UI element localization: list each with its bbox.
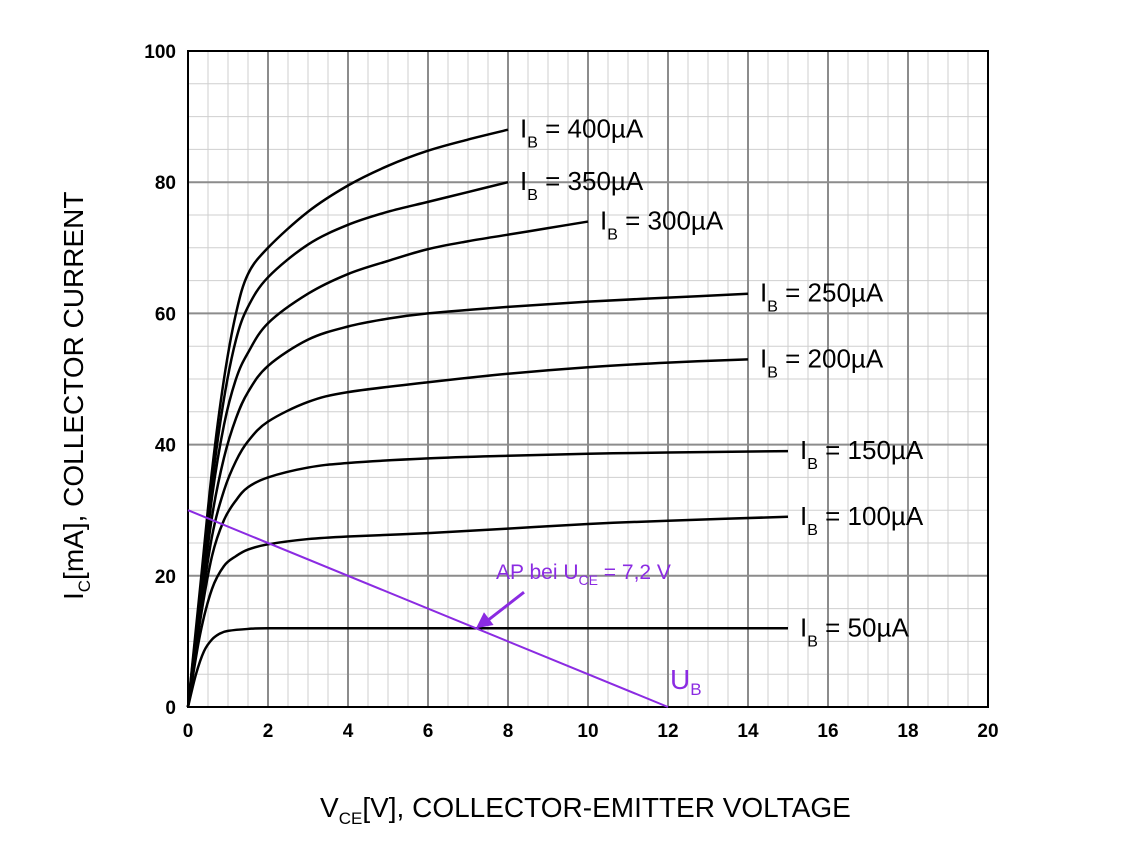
series-label: IB = 100µA [800,501,924,539]
annotation-arrow-head [476,612,494,629]
curves [186,128,789,708]
x-tick-label: 8 [503,721,514,742]
x-tick-label: 4 [343,721,354,742]
series-line [186,220,589,708]
annotation-text: AP bei UCE = 7,2 V [496,561,671,588]
grid [187,50,989,708]
series-label: IB = 200µA [760,343,884,381]
x-tick-label: 16 [817,721,838,742]
series-label: IB = 300µA [600,206,724,244]
x-tick-label: 6 [423,721,434,742]
series-line [186,449,789,708]
series-line [186,626,788,708]
load-line [187,509,669,708]
y-tick-label: 40 [155,436,176,457]
x-tick-label: 14 [737,721,759,742]
x-tick-label: 10 [577,721,598,742]
x-tick-label: 18 [897,721,918,742]
series-line [186,358,749,708]
y-tick-label: 100 [144,42,176,63]
y-tick-label: 80 [155,173,176,194]
x-axis-title: VCE[V], COLLECTOR-EMITTER VOLTAGE [320,792,851,828]
x-tick-label: 0 [183,721,194,742]
y-tick-label: 60 [155,304,176,325]
series-label: IB = 50µA [800,612,909,650]
y-tick-label: 0 [165,698,176,719]
plot-frame [187,50,989,708]
series-label: IB = 400µA [520,114,644,152]
series-label: IB = 150µA [800,435,924,473]
y-axis-title: IC[mA], COLLECTOR CURRENT [58,192,94,600]
series-line [186,292,749,708]
series-label: IB = 250µA [760,278,884,316]
load-line-group: UB AP bei UCE = 7,2 V [187,509,702,708]
y-tick-label: 20 [155,567,176,588]
series-line [186,515,789,708]
annotation-arrow-shaft [483,591,525,625]
load-line-label: UB [670,664,702,699]
x-tick-label: 20 [977,721,998,742]
ticks: 0 2 4 6 8 10 12 14 16 18 20 0 20 40 60 80 100 [144,42,998,742]
x-tick-label: 12 [657,721,678,742]
x-tick-label: 2 [263,721,274,742]
series-label: IB = 350µA [520,166,644,204]
